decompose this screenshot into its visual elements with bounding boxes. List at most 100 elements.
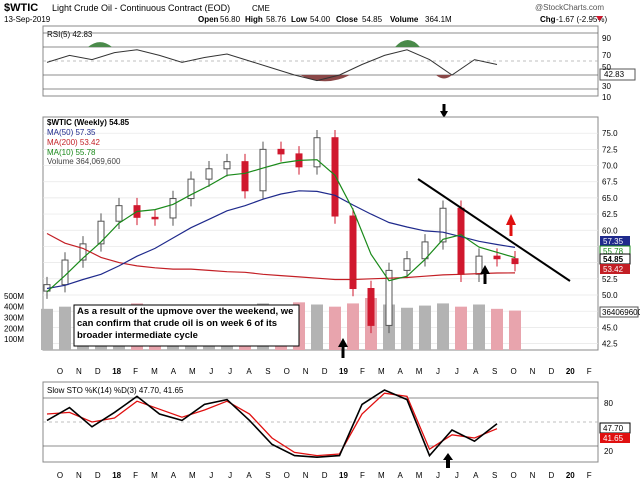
candle-body [61, 259, 69, 286]
x-axis-labels-bottom: O N D 18 F M A M J J A S O N D 19 F M A M J J A S O N D 20 F [57, 471, 592, 480]
rsi-legend: RSI(5) 42.83 [47, 30, 93, 39]
x-axis-label: N [76, 367, 82, 376]
candle-body [385, 269, 393, 326]
sto-arrow-up-icon [443, 453, 453, 468]
sto-level-20: 20 [604, 447, 613, 456]
x-axis-label: F [133, 367, 138, 376]
candle-body [313, 137, 321, 168]
x-axis-label: D [549, 471, 555, 480]
ma50-legend: MA(50) 57.35 [47, 128, 96, 137]
x-axis-label: M [416, 471, 423, 480]
sto-d-line [46, 392, 498, 457]
candle-body [241, 161, 249, 192]
instrument-name: Light Crude Oil - Continuous Contract (E… [52, 3, 230, 13]
x-axis-label: A [398, 367, 404, 376]
x-axis-label: O [284, 471, 290, 480]
price-tick-label: 45.0 [602, 323, 618, 332]
close-label: Close [336, 15, 358, 24]
volume-tick-label: 500M [4, 292, 24, 301]
exchange-label: CME [252, 4, 270, 13]
rsi-level-50: 50 [602, 63, 611, 72]
high-label: High [245, 15, 263, 24]
x-axis-label: A [246, 367, 252, 376]
copyright-label: @StockCharts.com [535, 3, 604, 12]
volume-legend: Volume 364,069,600 [47, 157, 121, 166]
candle-body [223, 161, 231, 170]
volume-value: 364.1M [425, 15, 452, 24]
x-axis-label: S [265, 367, 270, 376]
ma200-tag [600, 264, 630, 274]
candle-body [367, 288, 375, 326]
candle-body [439, 207, 447, 243]
x-axis-label: 20 [566, 367, 575, 376]
rsi-level-30: 30 [602, 82, 611, 91]
volume-tag [599, 306, 639, 318]
ma50-line [46, 190, 516, 290]
x-axis-label: J [436, 367, 440, 376]
x-axis-label: M [416, 367, 423, 376]
x-axis-label: 19 [339, 471, 348, 480]
ma200-legend: MA(200) 53.42 [47, 138, 100, 147]
price-tick-label: 65.0 [602, 194, 618, 203]
x-axis-label: J [455, 367, 459, 376]
ma10-line [46, 159, 516, 293]
price-tick-label: 52.5 [602, 275, 618, 284]
sto-k-line [46, 389, 498, 459]
chg-value: -1.67 (-2.95%) [556, 15, 607, 24]
price-tick-label: 62.5 [602, 210, 618, 219]
x-axis-label: 18 [112, 471, 121, 480]
x-axis-label: F [587, 367, 592, 376]
x-axis-label: 20 [566, 471, 575, 480]
x-axis-label: O [57, 471, 63, 480]
x-axis-label: M [151, 367, 158, 376]
sto-panel: Slow STO %K(14) %D(3) 47.70, 41.65 80 20… [42, 381, 631, 468]
x-axis-label: N [76, 471, 82, 480]
candle-body [151, 216, 159, 220]
sto-level-80: 80 [604, 399, 613, 408]
date-label: 13-Sep-2019 [4, 15, 51, 24]
candle-body [277, 148, 285, 155]
volume-bar [59, 306, 71, 350]
x-axis-label: A [473, 367, 479, 376]
x-axis-label: M [378, 471, 385, 480]
price-tick-label: 72.5 [602, 145, 618, 154]
x-axis-label: S [492, 471, 497, 480]
volume-label: Volume [390, 15, 419, 24]
candle-body [115, 205, 123, 222]
price-low-arrow-icon [480, 265, 490, 284]
ma50-tag [600, 236, 630, 246]
x-axis-label: S [265, 471, 270, 480]
rsi-overbought-fill [395, 40, 420, 47]
price-legend-title: $WTIC (Weekly) 54.85 [47, 118, 130, 127]
x-axis-label: A [473, 471, 479, 480]
open-label: Open [198, 15, 219, 24]
x-axis-label: D [322, 367, 328, 376]
candle-body [205, 168, 213, 180]
x-axis-label: F [360, 367, 365, 376]
candle-body [475, 255, 483, 275]
sto-legend: Slow STO %K(14) %D(3) 47.70, 41.65 [47, 386, 184, 395]
candle-body [169, 198, 177, 219]
candle-body [97, 220, 105, 245]
x-axis-label: J [209, 471, 213, 480]
candle-body [259, 148, 267, 192]
x-axis-label: 19 [339, 367, 348, 376]
volume-bar [347, 303, 359, 350]
close-tag-text: 54.85 [603, 255, 624, 264]
trendline [417, 178, 571, 282]
candle-body [403, 258, 411, 271]
price-tick-label: 70.0 [602, 162, 618, 171]
ma200-tag-text: 53.42 [603, 265, 624, 274]
x-axis-label: O [510, 367, 516, 376]
volume-bar [329, 306, 341, 350]
x-axis-label: J [436, 471, 440, 480]
low-value: 54.00 [310, 15, 331, 24]
price-tick-label: 60.0 [602, 226, 618, 235]
sto-k-tag-text: 47.70 [603, 424, 624, 433]
volume-bar [491, 308, 503, 350]
volume-bar [455, 306, 467, 350]
volume-bar [41, 308, 53, 350]
x-axis-label: D [549, 367, 555, 376]
